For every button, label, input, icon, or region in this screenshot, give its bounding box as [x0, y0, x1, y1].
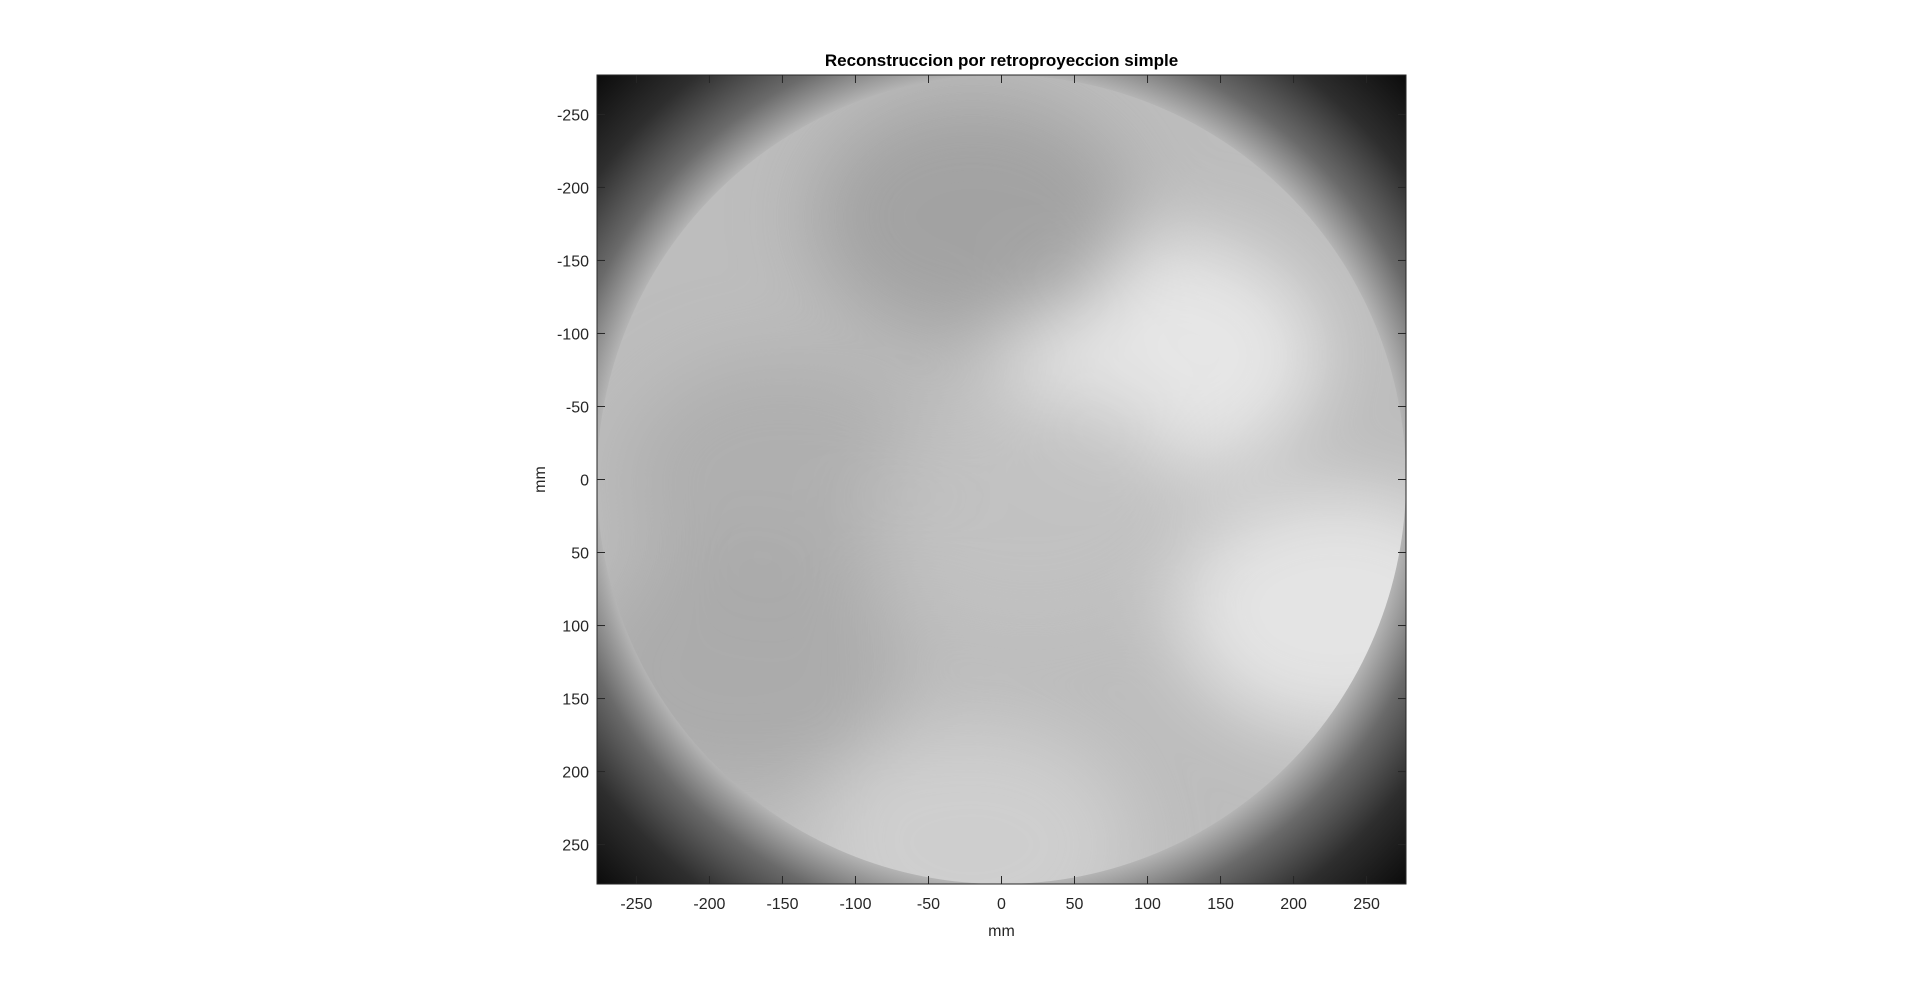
y-axis-ticks: -250 -200 -150 -100 -50 0 50 100 150 200 250 — [557, 107, 1406, 855]
x-axis-label: mm — [988, 923, 1015, 940]
feature-blob — [810, 95, 1135, 338]
disk-interior — [597, 75, 1406, 884]
x-tick-label: 150 — [1207, 896, 1234, 913]
x-tick-label: 200 — [1280, 896, 1307, 913]
feature-blob — [1175, 489, 1406, 733]
y-tick-label: 250 — [562, 838, 589, 855]
x-tick-label: 50 — [1066, 896, 1084, 913]
y-tick-label: -150 — [557, 253, 589, 270]
feature-blob — [810, 723, 1135, 884]
chart-title: Reconstruccion por retroproyeccion simpl… — [825, 51, 1178, 70]
y-tick-label: 0 — [580, 473, 589, 490]
y-tick-label: 100 — [562, 619, 589, 636]
y-tick-label: -250 — [557, 107, 589, 124]
y-tick-label: 50 — [571, 546, 589, 563]
x-tick-label: -150 — [766, 896, 798, 913]
y-tick-label: 200 — [562, 765, 589, 782]
x-tick-label: -200 — [693, 896, 725, 913]
x-tick-label: 0 — [997, 896, 1006, 913]
y-tick-label: -100 — [557, 326, 589, 343]
x-tick-label: -250 — [620, 896, 652, 913]
feature-blob — [868, 387, 1193, 631]
y-tick-label: -50 — [566, 399, 589, 416]
y-tick-label: -200 — [557, 180, 589, 197]
x-tick-label: -100 — [839, 896, 871, 913]
x-tick-label: 100 — [1134, 896, 1161, 913]
y-tick-label: 150 — [562, 692, 589, 709]
heatmap-image — [597, 75, 1406, 884]
feature-blob — [620, 358, 945, 601]
x-tick-label: 250 — [1353, 896, 1380, 913]
x-tick-label: -50 — [917, 896, 940, 913]
x-axis-ticks: -250 -200 -150 -100 -50 0 50 100 150 200 250 — [620, 75, 1380, 913]
y-axis-label: mm — [532, 466, 549, 493]
